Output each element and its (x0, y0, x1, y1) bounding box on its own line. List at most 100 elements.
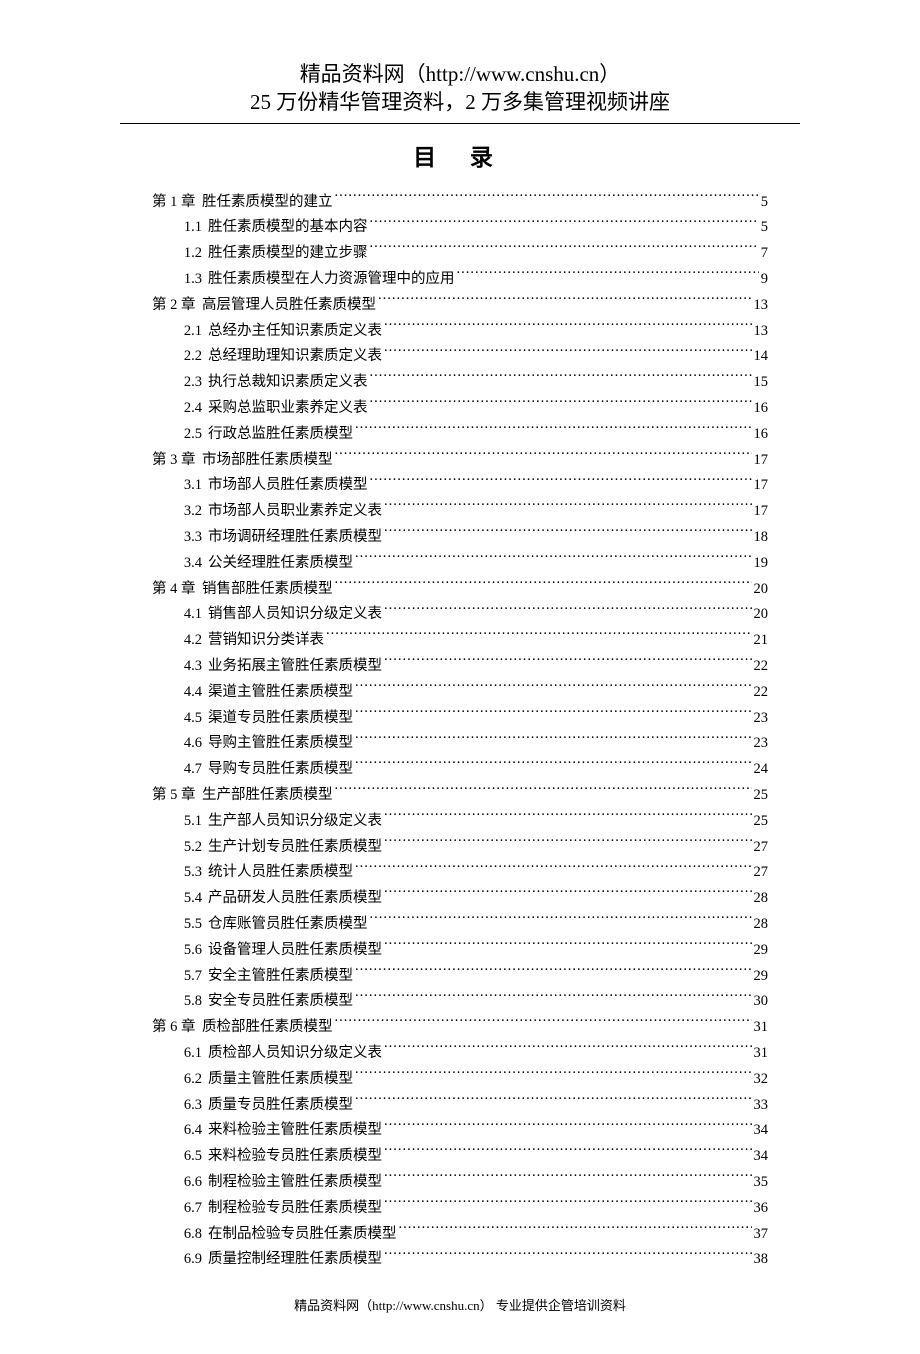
toc-row: 3.1市场部人员胜任素质模型17 (152, 473, 768, 499)
toc-entry-number: 1.2 (178, 241, 208, 267)
toc-entry-number: 4.2 (178, 628, 208, 654)
toc-entry-number: 5.7 (178, 964, 208, 990)
header-rule (120, 123, 800, 124)
toc-leader-dots (384, 939, 752, 954)
toc-row: 6.3质量专员胜任素质模型33 (152, 1093, 768, 1119)
toc-entry-title: 胜任素质模型在人力资源管理中的应用 (208, 267, 455, 293)
toc-entry-page: 27 (754, 835, 769, 861)
toc-entry-page: 22 (754, 654, 769, 680)
toc-entry-number: 第 3 章 (152, 448, 202, 474)
toc-row: 3.4公关经理胜任素质模型19 (152, 551, 768, 577)
toc-row: 2.5行政总监胜任素质模型16 (152, 422, 768, 448)
toc-leader-dots (335, 449, 752, 464)
toc-row: 4.6导购主管胜任素质模型23 (152, 731, 768, 757)
toc-entry-title: 生产部胜任素质模型 (202, 783, 333, 809)
toc-leader-dots (384, 1249, 752, 1264)
toc-entry-page: 16 (754, 396, 769, 422)
toc-entry-title: 执行总裁知识素质定义表 (208, 370, 368, 396)
toc-row: 4.7导购专员胜任素质模型24 (152, 757, 768, 783)
toc-entry-page: 28 (754, 912, 769, 938)
toc-entry-page: 24 (754, 757, 769, 783)
toc-leader-dots (370, 914, 752, 929)
toc-leader-dots (355, 681, 752, 696)
toc-leader-dots (335, 191, 759, 206)
toc-entry-title: 销售部胜任素质模型 (202, 577, 333, 603)
toc-entry-page: 17 (754, 499, 769, 525)
toc-entry-page: 21 (754, 628, 769, 654)
toc-leader-dots (384, 1197, 752, 1212)
toc-entry-page: 5 (761, 215, 768, 241)
header-line-1: 精品资料网（http://www.cnshu.cn） (0, 60, 920, 88)
toc-row: 6.9质量控制经理胜任素质模型38 (152, 1247, 768, 1273)
toc-entry-page: 27 (754, 860, 769, 886)
toc-entry-number: 6.6 (178, 1170, 208, 1196)
toc-entry-title: 市场部人员胜任素质模型 (208, 473, 368, 499)
toc-row: 3.3市场调研经理胜任素质模型18 (152, 525, 768, 551)
toc-leader-dots (335, 1017, 752, 1032)
toc-entry-page: 20 (754, 602, 769, 628)
toc-row: 2.4采购总监职业素养定义表 16 (152, 396, 768, 422)
toc-leader-dots (384, 527, 752, 542)
toc-entry-page: 25 (754, 809, 769, 835)
toc-row: 4.1销售部人员知识分级定义表20 (152, 602, 768, 628)
toc-entry-page: 13 (754, 319, 769, 345)
toc-entry-title: 总经办主任知识素质定义表 (208, 319, 382, 345)
toc-leader-dots (384, 810, 752, 825)
toc-leader-dots (355, 991, 752, 1006)
toc-entry-title: 产品研发人员胜任素质模型 (208, 886, 382, 912)
toc-entry-title: 生产部人员知识分级定义表 (208, 809, 382, 835)
toc-leader-dots (384, 1042, 752, 1057)
toc-entry-title: 来料检验主管胜任素质模型 (208, 1118, 382, 1144)
toc-leader-dots (457, 269, 759, 284)
toc-entry-title: 营销知识分类详表 (208, 628, 324, 654)
toc-entry-title: 渠道专员胜任素质模型 (208, 706, 353, 732)
toc-row: 2.1总经办主任知识素质定义表13 (152, 319, 768, 345)
toc-leader-dots (326, 630, 752, 645)
toc-entry-number: 5.3 (178, 860, 208, 886)
toc-entry-page: 28 (754, 886, 769, 912)
toc-leader-dots (384, 656, 752, 671)
toc-entry-number: 2.4 (178, 396, 208, 422)
toc-entry-page: 23 (754, 706, 769, 732)
toc-entry-title: 采购总监职业素养定义表 (208, 396, 368, 422)
toc-entry-title: 质量专员胜任素质模型 (208, 1093, 353, 1119)
toc-row: 第 6 章质检部胜任素质模型31 (152, 1015, 768, 1041)
toc-entry-number: 第 4 章 (152, 577, 202, 603)
toc-entry-title: 市场部人员职业素养定义表 (208, 499, 382, 525)
toc-entry-title: 导购主管胜任素质模型 (208, 731, 353, 757)
toc-entry-number: 5.1 (178, 809, 208, 835)
toc-entry-page: 32 (754, 1067, 769, 1093)
toc-row: 6.6制程检验主管胜任素质模型35 (152, 1170, 768, 1196)
toc-entry-title: 行政总监胜任素质模型 (208, 422, 353, 448)
toc-leader-dots (384, 1171, 752, 1186)
toc-row: 第 5 章生产部胜任素质模型25 (152, 783, 768, 809)
toc-leader-dots (370, 372, 752, 387)
toc-leader-dots (335, 578, 752, 593)
toc-leader-dots (384, 320, 752, 335)
toc-entry-title: 质量控制经理胜任素质模型 (208, 1247, 382, 1273)
toc-entry-number: 3.3 (178, 525, 208, 551)
toc-entry-number: 6.2 (178, 1067, 208, 1093)
toc-entry-title: 设备管理人员胜任素质模型 (208, 938, 382, 964)
toc-entry-title: 市场部胜任素质模型 (202, 448, 333, 474)
toc-entry-page: 29 (754, 964, 769, 990)
toc-entry-page: 13 (754, 293, 769, 319)
toc-entry-number: 5.8 (178, 989, 208, 1015)
toc-row: 第 3 章市场部胜任素质模型17 (152, 448, 768, 474)
page-footer: 精品资料网（http://www.cnshu.cn） 专业提供企管培训资料 (0, 1295, 920, 1314)
toc-entry-title: 渠道主管胜任素质模型 (208, 680, 353, 706)
toc-entry-page: 16 (754, 422, 769, 448)
toc-entry-page: 19 (754, 551, 769, 577)
toc-row: 5.8安全专员胜任素质模型30 (152, 989, 768, 1015)
toc-row: 1.1胜任素质模型的基本内容5 (152, 215, 768, 241)
toc-row: 第 2 章高层管理人员胜任素质模型13 (152, 293, 768, 319)
toc-row: 1.2胜任素质模型的建立步骤7 (152, 241, 768, 267)
toc-entry-number: 2.2 (178, 344, 208, 370)
toc-entry-number: 第 1 章 (152, 190, 202, 216)
toc-row: 5.2生产计划专员胜任素质模型27 (152, 835, 768, 861)
toc-entry-number: 第 6 章 (152, 1015, 202, 1041)
toc-row: 4.4渠道主管胜任素质模型22 (152, 680, 768, 706)
toc-row: 5.4产品研发人员胜任素质模型28 (152, 886, 768, 912)
toc-leader-dots (335, 785, 752, 800)
toc-leader-dots (384, 346, 752, 361)
